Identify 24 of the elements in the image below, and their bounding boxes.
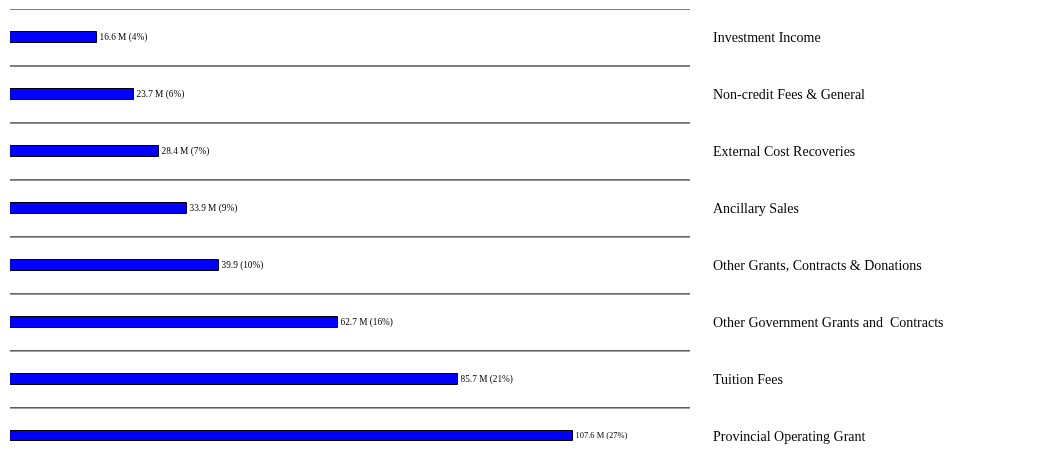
y-tick-label: Tuition Fees (713, 372, 783, 388)
y-tick-label: Other Grants, Contracts & Donations (713, 258, 922, 274)
data-label: 39.9 (10%) (221, 259, 264, 271)
y-tick-label: Non-credit Fees & General (713, 87, 866, 103)
data-label: 107.6 M (27%) (575, 430, 628, 441)
bar (10, 31, 97, 43)
data-label: 16.6 M (4%) (99, 31, 148, 43)
data-label: 85.7 M (21%) (460, 373, 513, 385)
bar (10, 316, 338, 328)
y-tick-label: Provincial Operating Grant (713, 429, 866, 445)
bar (10, 88, 134, 100)
bar (10, 430, 573, 441)
bar (10, 145, 159, 157)
y-tick-label: Ancillary Sales (713, 201, 799, 217)
data-label: 28.4 M (7%) (161, 145, 210, 157)
bar (10, 373, 458, 385)
data-label: 62.7 M (16%) (340, 316, 393, 328)
data-label: 23.7 M (6%) (136, 88, 185, 100)
y-tick-label: Investment Income (713, 30, 821, 46)
bar (10, 259, 219, 271)
bar (10, 202, 187, 214)
y-tick-label: External Cost Recoveries (713, 144, 856, 160)
data-label: 33.9 M (9%) (189, 202, 238, 214)
y-tick-label: Other Government Grants and Contracts (713, 315, 944, 331)
